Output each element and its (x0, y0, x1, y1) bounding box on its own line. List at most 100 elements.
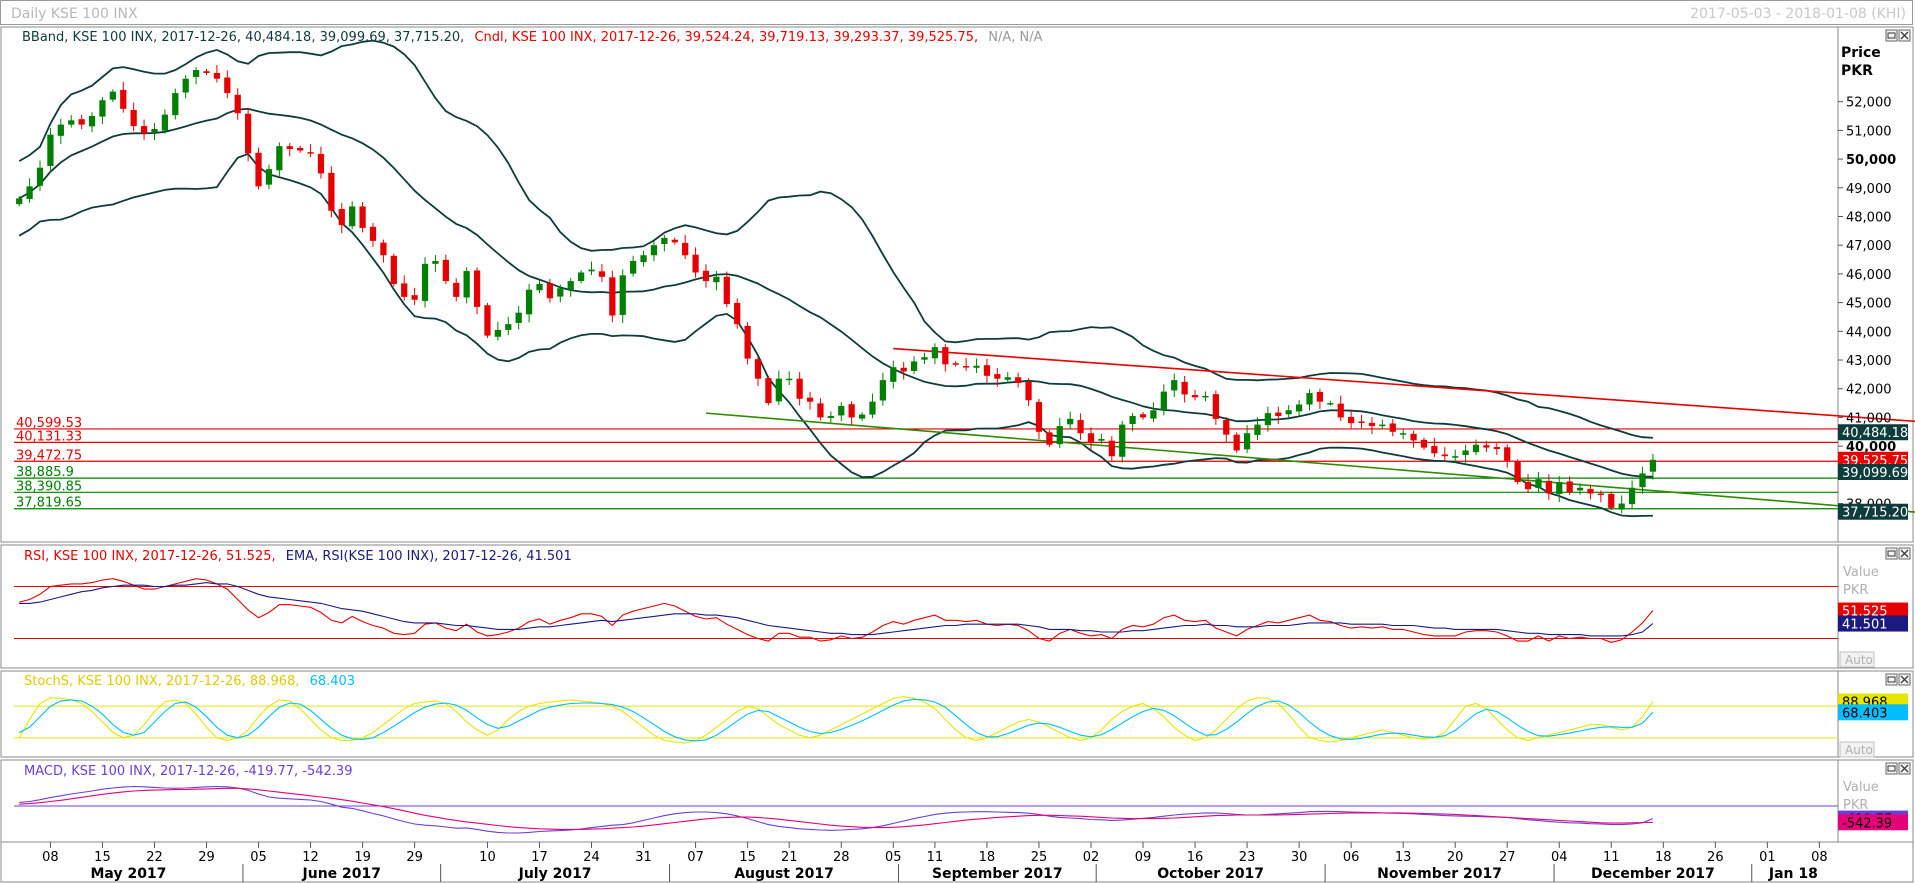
candle-body (713, 276, 720, 283)
candle-body (442, 259, 449, 282)
day-tick-label: 04 (1551, 850, 1568, 865)
candle-body (1524, 482, 1532, 490)
rsi-axis-unit: PKR (1843, 583, 1868, 598)
trend-line (893, 347, 1915, 423)
rsi-ema-legend-text: EMA, RSI(KSE 100 INX), 2017-12-26, 41.50… (286, 549, 572, 564)
day-tick-label: 11 (927, 850, 944, 865)
price-tick-label: 47,000 (1846, 239, 1892, 254)
support-resistance-label: 38,390.85 (16, 479, 82, 494)
stoch-frame (0, 670, 1914, 758)
price-tick-label: 52,000 (1846, 96, 1892, 111)
candle-body (36, 167, 44, 186)
candle-body (369, 226, 377, 241)
candle-body (1431, 445, 1438, 454)
bband-lower-line (18, 152, 1653, 518)
candle-body (328, 172, 335, 211)
macd-panel[interactable]: -419.77-542.39 (14, 785, 1908, 834)
candle-body (245, 113, 252, 154)
stoch-signal-legend-text: 68.403 (310, 674, 356, 689)
candle-body (224, 77, 231, 94)
indicator-value-tag (1838, 814, 1908, 831)
day-tick-label: 24 (583, 850, 600, 865)
price-value-tag (1838, 451, 1908, 468)
candle-body (172, 93, 179, 116)
candle-body (1420, 439, 1428, 448)
month-label: July 2017 (518, 866, 592, 882)
rsi-auto-button[interactable] (1839, 651, 1875, 668)
macd-maximize-icon (1887, 765, 1896, 772)
time-axis-frame (0, 841, 1914, 883)
month-label: Jan 18 (1768, 866, 1818, 882)
day-tick-label: 21 (781, 850, 798, 865)
candle-body (963, 366, 970, 368)
day-tick-label: 01 (1759, 850, 1776, 865)
day-tick-label: 29 (198, 850, 215, 865)
day-tick-label: 08 (42, 850, 59, 865)
candle-body (609, 277, 616, 316)
price-value-tag-label: 37,715.20 (1842, 506, 1908, 521)
candle-body (1108, 440, 1115, 457)
stoch-auto-label: Auto (1845, 743, 1873, 757)
candle-body (494, 329, 501, 337)
candle-body (650, 245, 658, 256)
candle-body (1233, 434, 1240, 451)
candle-body (57, 124, 64, 136)
candle-body (775, 378, 782, 402)
candle-body (1462, 450, 1469, 456)
bband-legend-text: BBand, KSE 100 INX, 2017-12-26, 40,484.1… (22, 30, 464, 45)
candle-body (1348, 416, 1355, 424)
candle-body (557, 288, 564, 297)
rsi-maximize-button (1885, 547, 1898, 560)
candle-body (1087, 433, 1095, 442)
candle-body (723, 276, 730, 305)
candle-body (900, 367, 907, 372)
candle-body (994, 374, 1001, 379)
candle-body (806, 397, 814, 402)
rsi-axis-title: Value (1843, 565, 1879, 580)
bband-upper-line (18, 39, 1653, 439)
candle-body (1275, 412, 1282, 416)
candle-body (140, 126, 148, 134)
candle-body (1264, 413, 1272, 426)
indicator-value-tag-label: 68.403 (1842, 706, 1888, 721)
candle-body (463, 271, 470, 298)
candle-body (1254, 424, 1261, 435)
indicator-line-2 (18, 698, 1654, 742)
candle-body (1067, 418, 1074, 425)
price-tick-label: 44,000 (1846, 325, 1892, 340)
candle-body (265, 169, 273, 185)
candle-body (1191, 395, 1199, 398)
candle-body (120, 89, 127, 109)
price-tick-label: 42,000 (1846, 383, 1892, 398)
window-title-bar: Daily KSE 100 INX 2017-05-03 - 2018-01-0… (0, 0, 1913, 25)
rsi-legend-text: RSI, KSE 100 INX, 2017-12-26, 51.525, (24, 549, 276, 564)
candle-body (255, 152, 262, 187)
day-tick-label: 23 (1239, 850, 1256, 865)
candle-body (1441, 454, 1448, 457)
candle-body (1181, 381, 1188, 395)
candle-body (1077, 420, 1084, 434)
candle-body (546, 283, 554, 299)
stoch-auto-button[interactable] (1839, 741, 1875, 758)
candle-body (1150, 410, 1157, 419)
candle-body (848, 404, 855, 418)
candle-body (702, 270, 710, 282)
candle-body (390, 255, 397, 284)
candle-body (858, 414, 866, 419)
candle-body (317, 153, 325, 174)
stoch-maximize-button (1885, 673, 1898, 686)
candle-body (192, 70, 200, 77)
candle-body (817, 403, 824, 418)
panel-buttons[interactable] (1885, 29, 1911, 775)
candle-body (1316, 391, 1324, 402)
indicator-value-tag (1838, 602, 1908, 619)
candle-body (1243, 433, 1251, 450)
price-frame (0, 26, 1914, 543)
indicator-line-2 (19, 787, 1653, 830)
candle-body (1535, 479, 1542, 489)
candle-body (432, 260, 439, 264)
